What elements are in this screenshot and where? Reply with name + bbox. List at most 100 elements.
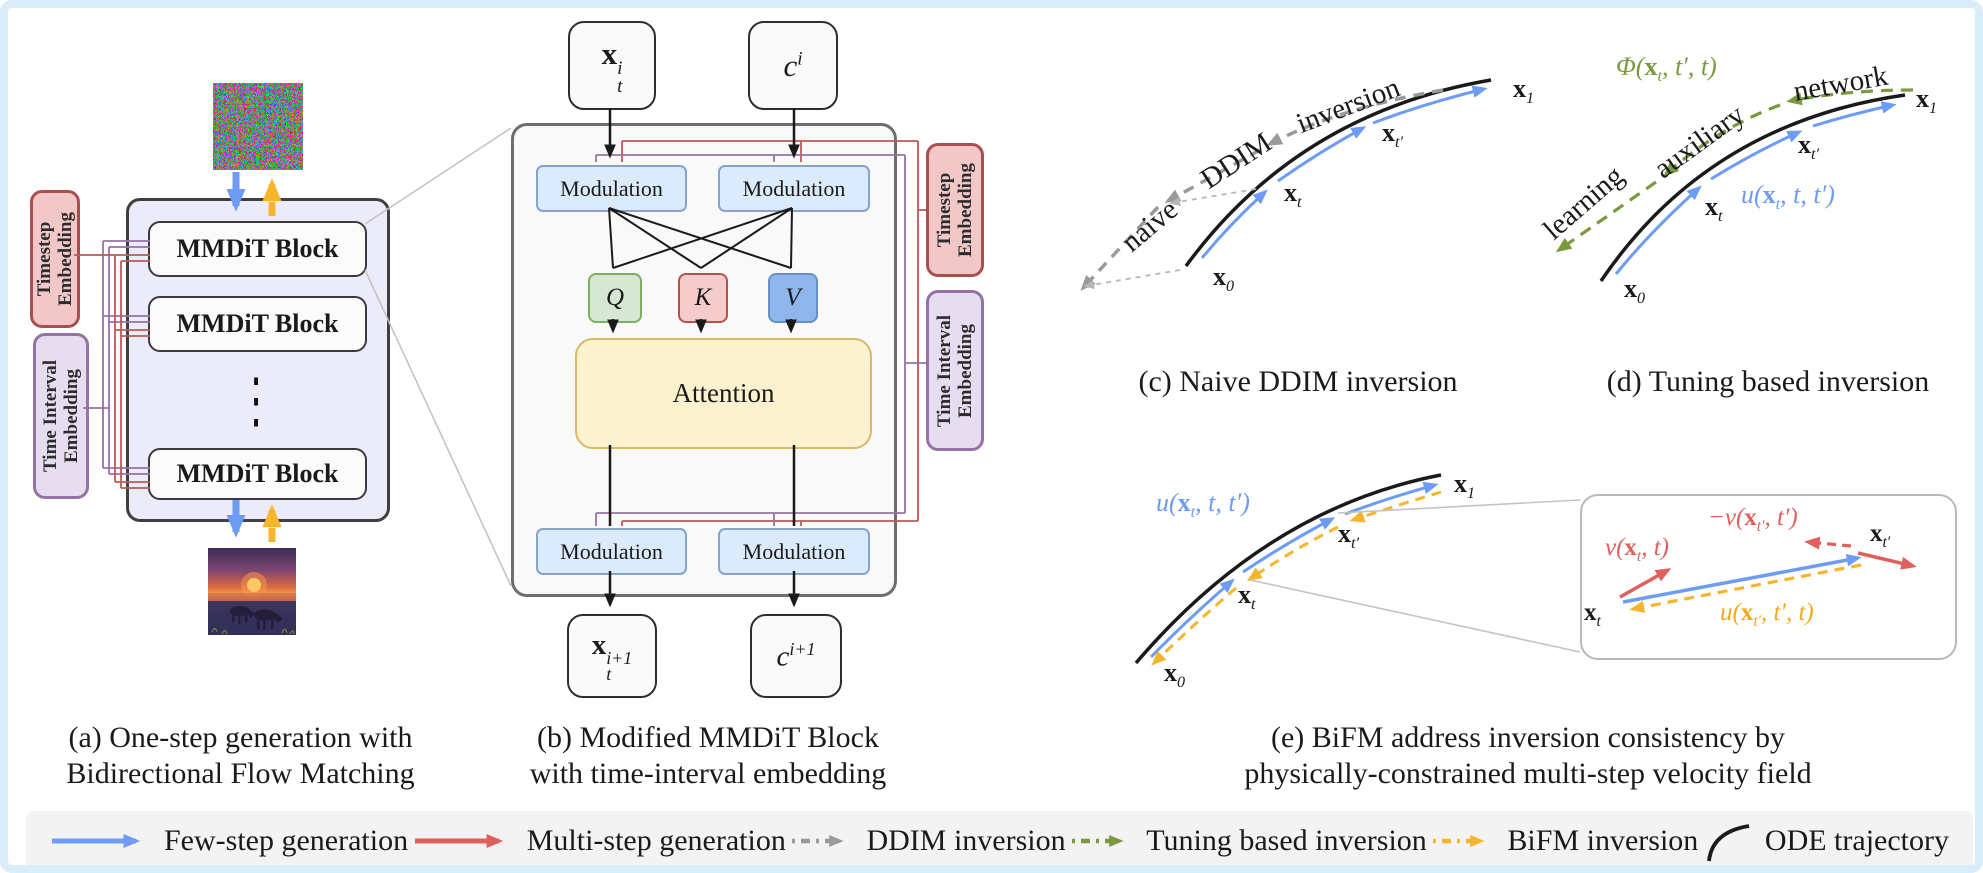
modulation-top-right-label: Modulation — [742, 175, 846, 201]
zebra-sunset-svg — [208, 548, 296, 635]
legend-ode-trajectory: ODE trajectory — [1703, 819, 1949, 863]
k-box: K — [678, 273, 728, 323]
few-step-label: Few-step generation — [164, 823, 409, 857]
phi-label: Φ(xt, t′, t) — [1616, 52, 1717, 86]
ode-trajectory-icon — [1707, 823, 1750, 861]
d-xt-label: xt — [1705, 192, 1723, 226]
modulation-top-left-label: Modulation — [560, 175, 663, 201]
c-xt-label: xt — [1284, 178, 1302, 212]
k-label: K — [694, 284, 712, 311]
d-u-label: u(xt, t, t′) — [1741, 180, 1835, 214]
timestep-embedding-box-b: Timestep Embedding — [926, 143, 984, 277]
multi-step-label: Multi-step generation — [526, 823, 786, 857]
tuning-inversion-arrow-icon — [1072, 834, 1124, 847]
mmdit-block-2: MMDiT Block — [148, 296, 367, 352]
legend-bar: Few-step generation Multi-step generatio… — [26, 811, 1973, 865]
e-xtp-label: xt′ — [1338, 519, 1359, 553]
e-x0-label: x0 — [1164, 658, 1186, 692]
e-xt-label: xt — [1238, 580, 1256, 614]
caption-a-line2: Bidirectional Flow Matching — [66, 757, 415, 790]
multi-step-arrow-icon — [414, 833, 503, 848]
modulation-bottom-left: Modulation — [536, 528, 687, 575]
timestep-embedding-box-a: Timestep Embedding — [30, 190, 80, 328]
inset-xtp-label: xt′ — [1870, 520, 1891, 551]
time-interval-embedding-box-b: Time Interval Embedding — [926, 290, 984, 451]
q-box: Q — [588, 273, 642, 323]
modulation-bottom-right-label: Modulation — [742, 538, 846, 564]
caption-e-line1: (e) BiFM address inversion consistency b… — [1270, 721, 1786, 754]
modulation-top-left: Modulation — [536, 165, 687, 212]
zebra-sunset-image — [208, 548, 296, 635]
timestep-embedding-line1: Timestep — [34, 221, 55, 297]
caption-e-line2: physically-constrained multi-step veloci… — [1244, 757, 1812, 790]
mmdit-block-3-label: MMDiT Block — [176, 459, 339, 488]
time-interval-embedding-line2: Embedding — [61, 369, 82, 463]
caption-c: (c) Naive DDIM inversion — [1138, 365, 1458, 398]
noise-image — [213, 83, 303, 170]
d-xtp-label: xt′ — [1798, 130, 1819, 164]
ellipsis-dots: ⋮ — [237, 367, 275, 435]
modulation-bottom-right: Modulation — [718, 528, 870, 575]
mmdit-block-1-label: MMDiT Block — [176, 234, 339, 263]
legend-ddim-inversion: DDIM inversion — [790, 823, 1066, 858]
legend-few-step: Few-step generation — [50, 824, 408, 858]
q-label: Q — [605, 284, 625, 311]
modulation-top-right: Modulation — [718, 165, 870, 212]
time-interval-embedding-b-line2: Embedding — [955, 323, 976, 418]
e-x1-label: x1 — [1454, 469, 1476, 503]
naive-label: naive — [1115, 193, 1185, 259]
inset-neg-v-label: −v(xt′, t′) — [1708, 504, 1798, 535]
ddim-inversion-label: DDIM inversion — [866, 823, 1066, 857]
attention-label: Attention — [672, 378, 775, 408]
ddim-inversion-arrow-icon — [792, 834, 845, 847]
mmdit-block-1: MMDiT Block — [148, 221, 367, 277]
e-u-blue-label: u(xt, t, t′) — [1156, 488, 1250, 522]
inset-xt-label: xt — [1584, 599, 1601, 630]
legend-tuning-inversion: Tuning based inversion — [1070, 824, 1427, 858]
c-x0-label: x0 — [1213, 262, 1235, 296]
time-interval-embedding-b-line1: Time Interval — [934, 314, 955, 427]
time-interval-embedding-box-a: Time Interval Embedding — [33, 333, 89, 499]
c-x1-label: x1 — [1513, 74, 1535, 108]
d-x0-label: x0 — [1624, 274, 1646, 308]
timestep-embedding-b-line2: Embedding — [955, 163, 976, 257]
caption-a-line1: (a) One-step generation with — [68, 721, 413, 754]
legend-bifm-inversion: BiFM inversion — [1431, 824, 1698, 858]
v-box: V — [768, 273, 818, 323]
attention-box: Attention — [575, 338, 872, 449]
timestep-embedding-line2: Embedding — [55, 212, 76, 306]
auxiliary-label: auxiliary — [1648, 98, 1751, 186]
learning-label: learning — [1537, 159, 1630, 247]
network-label: network — [1791, 59, 1891, 108]
output-x-box: x i+1 t — [567, 614, 657, 698]
mmdit-block-3: MMDiT Block — [148, 448, 367, 500]
panel-e-inset-connector-lines — [1249, 499, 1581, 653]
bifm-inversion-label: BiFM inversion — [1507, 823, 1699, 857]
ode-trajectory-label: ODE trajectory — [1764, 823, 1949, 857]
ddim-label: DDIM — [1195, 126, 1278, 196]
c-xtp-label: xt′ — [1382, 118, 1403, 152]
output-c-box: ci+1 — [750, 614, 842, 698]
input-c-label: ci — [783, 47, 803, 83]
caption-d: (d) Tuning based inversion — [1606, 365, 1930, 398]
caption-b-line2: with time-interval embedding — [529, 757, 887, 790]
output-x-label: x i+1 t — [591, 629, 633, 685]
inset-v-label: v(xt, t) — [1605, 534, 1670, 565]
tuning-inversion-label: Tuning based inversion — [1146, 823, 1427, 857]
timestep-embedding-b-line1: Timestep — [934, 172, 955, 248]
mmdit-block-2-label: MMDiT Block — [176, 309, 339, 338]
caption-a: (a) One-step generation with Bidirection… — [43, 720, 438, 792]
noise-thumbnail-svg — [213, 83, 303, 170]
few-step-arrow-icon — [52, 833, 141, 848]
v-label: V — [785, 284, 801, 311]
output-c-label: ci+1 — [776, 638, 816, 673]
input-c-box: ci — [748, 21, 838, 110]
caption-e: (e) BiFM address inversion consistency b… — [1158, 720, 1898, 792]
time-interval-embedding-line1: Time Interval — [40, 359, 61, 473]
modulation-bottom-left-label: Modulation — [560, 538, 663, 564]
legend-multi-step: Multi-step generation — [413, 824, 786, 858]
caption-b-line1: (b) Modified MMDiT Block — [537, 721, 879, 754]
